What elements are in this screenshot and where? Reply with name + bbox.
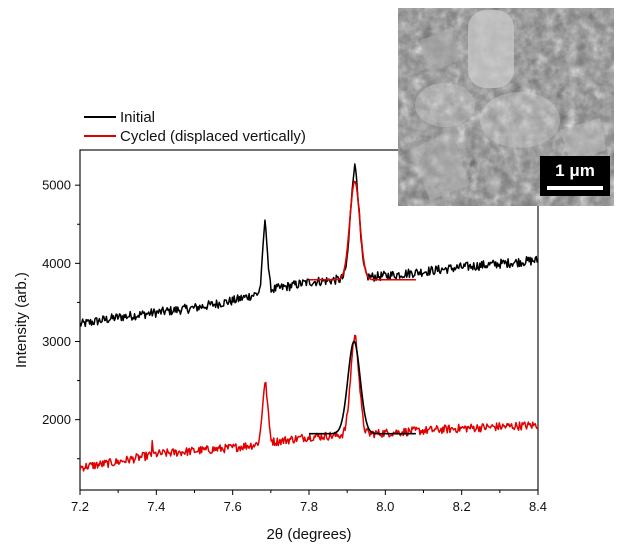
y-tick-label: 4000: [42, 256, 71, 271]
y-tick-label: 3000: [42, 334, 71, 349]
x-axis: 7.2 7.4 7.6 7.8 8.0 8.2 8.4: [71, 490, 547, 514]
legend-label-initial: Initial: [120, 109, 155, 126]
x-tick-label: 7.8: [300, 499, 318, 514]
x-tick-label: 7.2: [71, 499, 89, 514]
legend-label-cycled: Cycled (displaced vertically): [120, 128, 306, 145]
scale-bar: [547, 186, 603, 190]
legend: Initial Cycled (displaced vertically): [84, 109, 306, 145]
x-tick-label: 8.2: [453, 499, 471, 514]
series-line-cycled: [80, 334, 538, 472]
fit-curve-upper: [309, 180, 416, 281]
sem-inset: 1 μm: [398, 8, 614, 206]
y-axis-title: Intensity (arb.): [13, 272, 30, 368]
x-tick-label: 8.4: [529, 499, 547, 514]
x-tick-label: 8.0: [376, 499, 394, 514]
fit-curve-lower: [309, 340, 416, 435]
x-tick-label: 7.6: [224, 499, 242, 514]
x-tick-label: 7.4: [147, 499, 165, 514]
y-axis: 2000 3000 4000 5000: [42, 178, 80, 460]
y-tick-label: 2000: [42, 412, 71, 427]
scale-bar-label: 1 μm: [555, 161, 595, 180]
x-axis-title: 2θ (degrees): [266, 526, 351, 543]
y-tick-label: 5000: [42, 178, 71, 193]
sem-crystal-shapes: [410, 10, 606, 200]
plot-area: [80, 163, 538, 472]
